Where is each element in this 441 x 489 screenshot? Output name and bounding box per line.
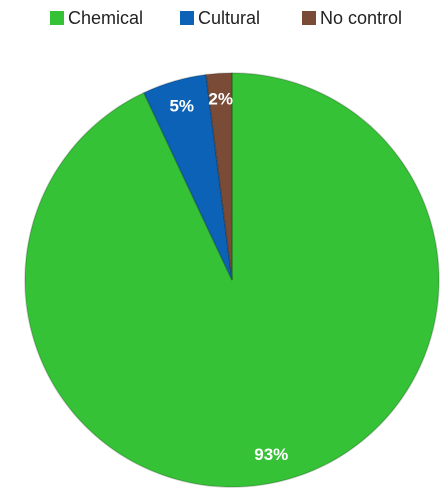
legend-label: Chemical	[68, 8, 143, 28]
legend-swatch	[180, 11, 194, 25]
data-label: 2%	[208, 90, 233, 109]
data-label: 5%	[169, 97, 194, 116]
pie-slice	[24, 72, 440, 488]
legend-label: No control	[320, 8, 402, 28]
pie-slice	[205, 72, 233, 281]
pie-slice	[142, 73, 233, 281]
legend-label: Cultural	[198, 8, 260, 28]
legend-swatch	[302, 11, 316, 25]
legend-swatch	[50, 11, 64, 25]
data-label: 93%	[254, 445, 288, 464]
